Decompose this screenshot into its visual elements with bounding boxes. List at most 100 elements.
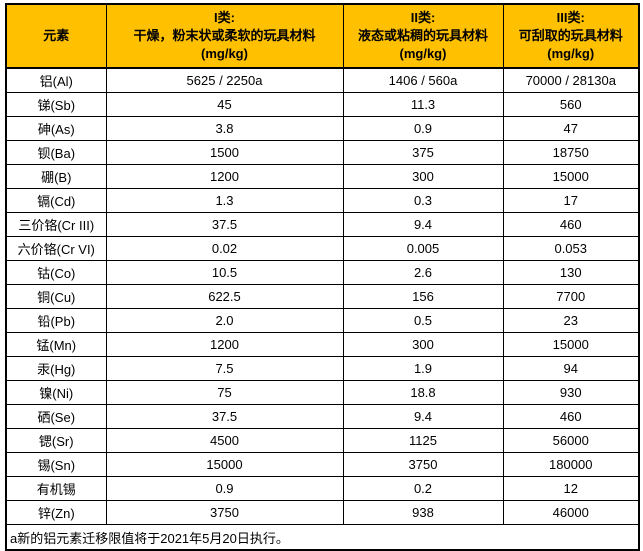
header-class3-unit: (mg/kg)	[547, 46, 595, 61]
table-row: 镉(Cd) 1.3 0.3 17	[5, 188, 640, 213]
table-header: 元素 I类: 干燥，粉末状或柔软的玩具材料 (mg/kg) II类: 液态或粘稠…	[5, 3, 640, 69]
class1-value-cell: 15000	[105, 452, 344, 477]
class1-value-cell: 4500	[105, 428, 344, 453]
class1-value-cell: 7.5	[105, 356, 344, 381]
element-name-cell: 锰(Mn)	[5, 332, 107, 357]
table-row: 六价铬(Cr VI) 0.02 0.005 0.053	[5, 236, 640, 261]
element-name-cell: 钡(Ba)	[5, 140, 107, 165]
class3-value-cell: 560	[502, 92, 640, 117]
class1-value-cell: 45	[105, 92, 344, 117]
header-row: 元素 I类: 干燥，粉末状或柔软的玩具材料 (mg/kg) II类: 液态或粘稠…	[5, 3, 640, 69]
class1-value-cell: 3750	[105, 500, 344, 525]
header-element: 元素	[5, 3, 107, 69]
header-class1: I类: 干燥，粉末状或柔软的玩具材料 (mg/kg)	[105, 3, 344, 69]
element-name-cell: 三价铬(Cr III)	[5, 212, 107, 237]
element-name-cell: 砷(As)	[5, 116, 107, 141]
class2-value-cell: 0.5	[342, 308, 504, 333]
header-class3-desc: 可刮取的玩具材料	[518, 28, 623, 43]
table-row: 锌(Zn) 3750 938 46000	[5, 500, 640, 525]
element-name-cell: 有机锡	[5, 476, 107, 501]
table-row: 镍(Ni) 75 18.8 930	[5, 380, 640, 405]
table-row: 有机锡 0.9 0.2 12	[5, 476, 640, 501]
table-row: 锡(Sn) 15000 3750 180000	[5, 452, 640, 477]
element-name-cell: 锑(Sb)	[5, 92, 107, 117]
table-row: 硼(B) 1200 300 15000	[5, 164, 640, 189]
class3-value-cell: 15000	[502, 164, 640, 189]
class2-value-cell: 9.4	[342, 404, 504, 429]
element-name-cell: 铝(Al)	[5, 67, 107, 93]
table-row: 钴(Co) 10.5 2.6 130	[5, 260, 640, 285]
header-class2-desc: 液态或粘稠的玩具材料	[357, 28, 488, 43]
class3-value-cell: 47	[502, 116, 640, 141]
class3-value-cell: 46000	[502, 500, 640, 525]
class1-value-cell: 1200	[105, 164, 344, 189]
class2-value-cell: 1.9	[342, 356, 504, 381]
class3-value-cell: 18750	[502, 140, 640, 165]
table-row: 铜(Cu) 622.5 156 7700	[5, 284, 640, 309]
table-row: 锑(Sb) 45 11.3 560	[5, 92, 640, 117]
class1-value-cell: 37.5	[105, 212, 344, 237]
class3-value-cell: 12	[502, 476, 640, 501]
class2-value-cell: 1125	[342, 428, 504, 453]
class3-value-cell: 15000	[502, 332, 640, 357]
table-row: 钡(Ba) 1500 375 18750	[5, 140, 640, 165]
element-name-cell: 镉(Cd)	[5, 188, 107, 213]
element-name-cell: 硼(B)	[5, 164, 107, 189]
header-class3-title: III类:	[556, 10, 585, 25]
class2-value-cell: 300	[342, 164, 504, 189]
class3-value-cell: 460	[502, 404, 640, 429]
header-class1-desc: 干燥，粉末状或柔软的玩具材料	[133, 28, 316, 43]
class2-value-cell: 2.6	[342, 260, 504, 285]
footnote-text: a新的铝元素迁移限值将于2021年5月20日执行。	[5, 524, 640, 551]
element-name-cell: 锶(Sr)	[5, 428, 107, 453]
class2-value-cell: 0.005	[342, 236, 504, 261]
header-class1-title: I类:	[214, 10, 235, 25]
element-name-cell: 镍(Ni)	[5, 380, 107, 405]
table-row: 锶(Sr) 4500 1125 56000	[5, 428, 640, 453]
class2-value-cell: 0.2	[342, 476, 504, 501]
table-footer: a新的铝元素迁移限值将于2021年5月20日执行。	[5, 524, 640, 551]
element-limits-table: 元素 I类: 干燥，粉末状或柔软的玩具材料 (mg/kg) II类: 液态或粘稠…	[5, 3, 640, 551]
table-body: 铝(Al) 5625 / 2250a 1406 / 560a 70000 / 2…	[5, 67, 640, 525]
class3-value-cell: 70000 / 28130a	[502, 67, 640, 93]
class2-value-cell: 1406 / 560a	[342, 67, 504, 93]
class2-value-cell: 938	[342, 500, 504, 525]
class1-value-cell: 10.5	[105, 260, 344, 285]
header-class2: II类: 液态或粘稠的玩具材料 (mg/kg)	[342, 3, 504, 69]
class2-value-cell: 11.3	[342, 92, 504, 117]
class1-value-cell: 75	[105, 380, 344, 405]
class2-value-cell: 0.9	[342, 116, 504, 141]
class2-value-cell: 375	[342, 140, 504, 165]
class3-value-cell: 94	[502, 356, 640, 381]
element-name-cell: 铜(Cu)	[5, 284, 107, 309]
class2-value-cell: 18.8	[342, 380, 504, 405]
element-name-cell: 铅(Pb)	[5, 308, 107, 333]
table-row: 汞(Hg) 7.5 1.9 94	[5, 356, 640, 381]
table-row: 硒(Se) 37.5 9.4 460	[5, 404, 640, 429]
element-name-cell: 钴(Co)	[5, 260, 107, 285]
class1-value-cell: 622.5	[105, 284, 344, 309]
class1-value-cell: 5625 / 2250a	[105, 67, 344, 93]
class2-value-cell: 0.3	[342, 188, 504, 213]
class1-value-cell: 0.9	[105, 476, 344, 501]
class1-value-cell: 3.8	[105, 116, 344, 141]
class2-value-cell: 300	[342, 332, 504, 357]
class3-value-cell: 56000	[502, 428, 640, 453]
element-name-cell: 硒(Se)	[5, 404, 107, 429]
element-name-cell: 锡(Sn)	[5, 452, 107, 477]
class3-value-cell: 0.053	[502, 236, 640, 261]
table-row: 三价铬(Cr III) 37.5 9.4 460	[5, 212, 640, 237]
class3-value-cell: 460	[502, 212, 640, 237]
class1-value-cell: 0.02	[105, 236, 344, 261]
class1-value-cell: 1500	[105, 140, 344, 165]
element-name-cell: 汞(Hg)	[5, 356, 107, 381]
class2-value-cell: 3750	[342, 452, 504, 477]
class3-value-cell: 130	[502, 260, 640, 285]
class2-value-cell: 156	[342, 284, 504, 309]
class3-value-cell: 930	[502, 380, 640, 405]
element-name-cell: 六价铬(Cr VI)	[5, 236, 107, 261]
table-row: 铅(Pb) 2.0 0.5 23	[5, 308, 640, 333]
table-row: 砷(As) 3.8 0.9 47	[5, 116, 640, 141]
class3-value-cell: 17	[502, 188, 640, 213]
